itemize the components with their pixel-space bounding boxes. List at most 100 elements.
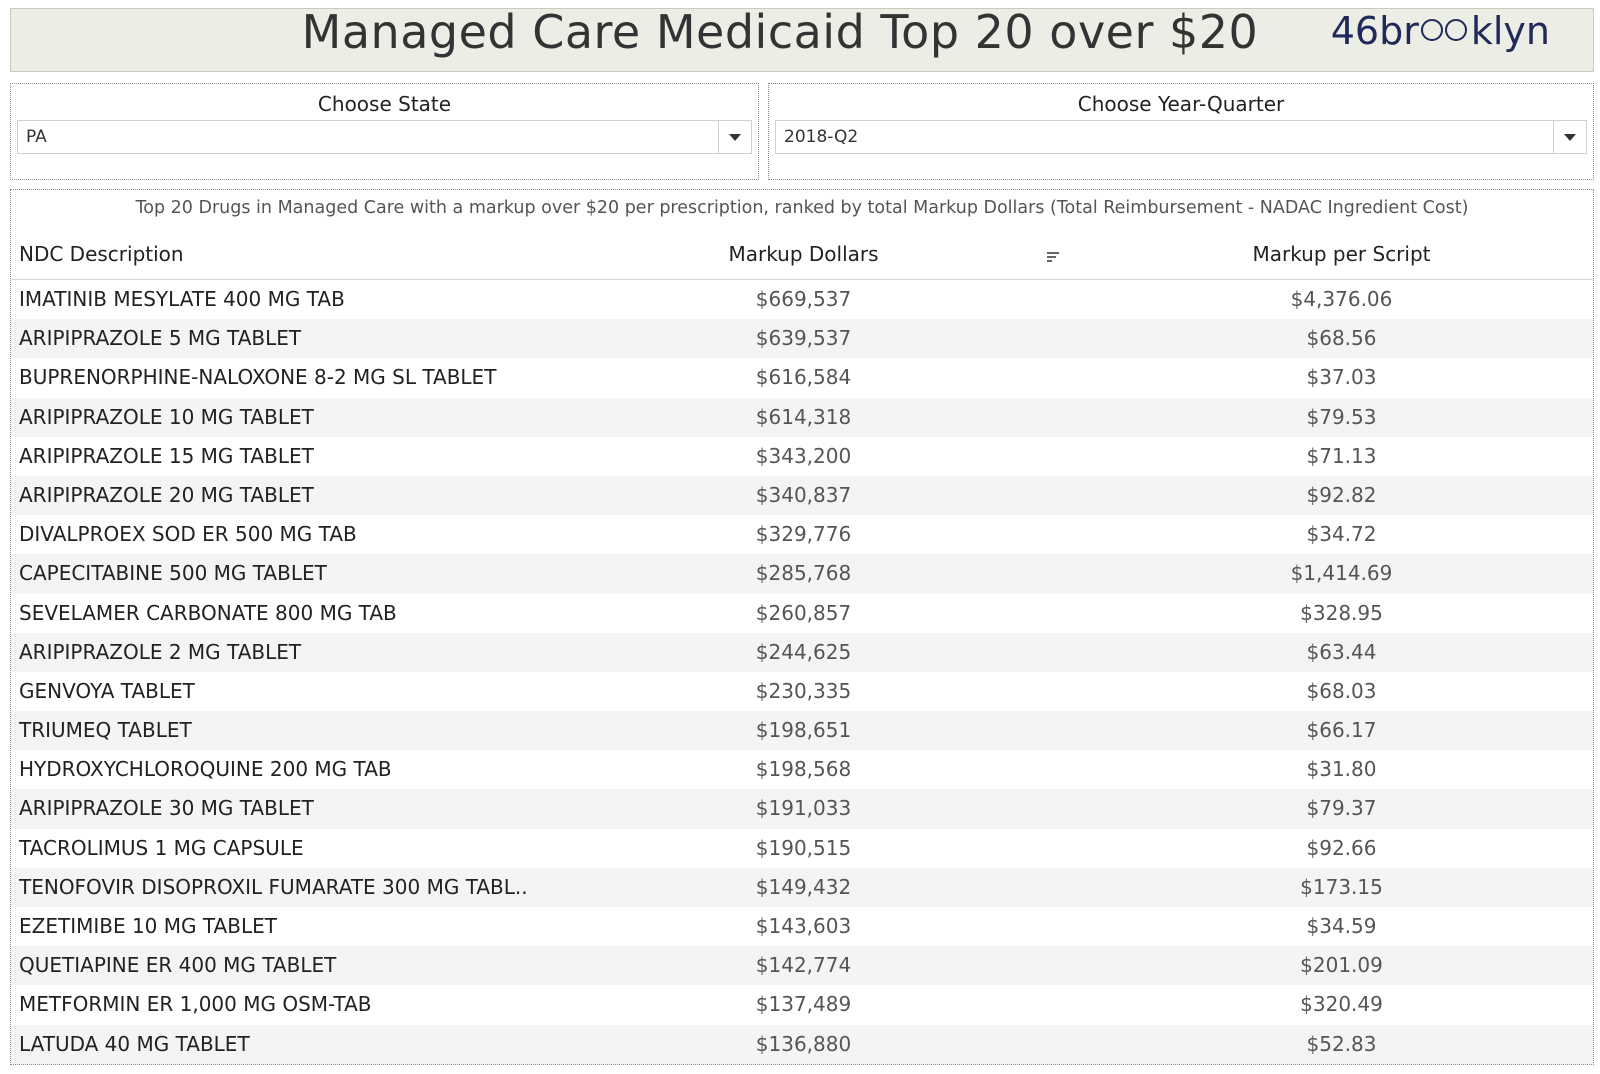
table-row[interactable]: SEVELAMER CARBONATE 800 MG TAB $260,857 $3… [11, 594, 1593, 633]
markup-dollars-cell: $285,768 [755, 561, 852, 586]
markup-per-script-cell: $52.83 [1306, 1031, 1377, 1056]
markup-dollars-cell: $343,200 [755, 443, 852, 468]
ndc-cell: GENVOYA TABLET [19, 678, 195, 703]
markup-per-script-cell: $92.66 [1306, 835, 1377, 860]
ndc-cell: ARIPIPRAZOLE 30 MG TABLET [19, 796, 314, 821]
table-subtitle: Top 20 Drugs in Managed Care with a mark… [135, 198, 1469, 218]
markup-per-script-cell: $320.49 [1300, 992, 1383, 1017]
markup-per-script-cell: $79.53 [1306, 404, 1377, 429]
markup-dollars-cell: $244,625 [755, 639, 852, 664]
markup-dollars-cell: $230,335 [755, 678, 852, 703]
markup-per-script-cell: $92.82 [1306, 482, 1377, 507]
logo-suffix: klyn [1470, 9, 1550, 53]
ndc-cell: ARIPIPRAZOLE 5 MG TABLET [19, 326, 302, 351]
table-row[interactable]: LATUDA 40 MG TABLET $136,880 $52.83 [11, 1024, 1593, 1064]
ndc-cell: IMATINIB MESYLATE 400 MG TAB [19, 287, 345, 311]
ndc-cell: SEVELAMER CARBONATE 800 MG TAB [19, 600, 397, 625]
table-row[interactable]: QUETIAPINE ER 400 MG TABLET $142,774 $201.… [11, 946, 1593, 986]
markup-dollars-cell: $149,432 [755, 874, 852, 899]
markup-dollars-cell: $198,568 [755, 757, 852, 782]
logo-rings-icon [1419, 17, 1471, 47]
markup-per-script-cell: $1,414.69 [1290, 561, 1393, 586]
markup-per-script-cell: $71.13 [1306, 443, 1377, 468]
markup-dollars-cell: $340,837 [755, 482, 852, 507]
ndc-cell: ARIPIPRAZOLE 20 MG TABLET [19, 482, 314, 507]
markup-dollars-cell: $669,537 [755, 287, 852, 311]
ndc-cell: METFORMIN ER 1,000 MG OSM-TAB [19, 992, 372, 1017]
markup-dollars-cell: $614,318 [755, 404, 852, 429]
table-row[interactable]: ARIPIPRAZOLE 10 MG TABLET $614,318 $79.53 [11, 397, 1593, 437]
ndc-cell: HYDROXYCHLOROQUINE 200 MG TAB [19, 757, 392, 782]
column-header-markup-per-script[interactable]: Markup per Script [1252, 242, 1431, 266]
table-row[interactable]: ARIPIPRAZOLE 2 MG TABLET $244,625 $63.44 [11, 632, 1593, 672]
ndc-cell: LATUDA 40 MG TABLET [19, 1031, 250, 1056]
table-row[interactable]: CAPECITABINE 500 MG TABLET $285,768 $1,414… [11, 554, 1593, 594]
markup-per-script-cell: $37.03 [1306, 365, 1377, 390]
markup-dollars-cell: $616,584 [755, 365, 852, 390]
state-filter: Choose State PA [10, 83, 759, 180]
chevron-down-icon[interactable] [1553, 121, 1586, 153]
markup-per-script-cell: $34.59 [1306, 914, 1377, 938]
brand-logo[interactable]: 46br klyn [1331, 6, 1550, 56]
table-row[interactable]: EZETIMIBE 10 MG TABLET $143,603 $34.59 [11, 907, 1593, 946]
table-row[interactable]: TENOFOVIR DISOPROXIL FUMARATE 300 MG TAB… [11, 867, 1593, 907]
header-divider [11, 279, 1593, 280]
column-header-markup-dollars[interactable]: Markup Dollars [728, 242, 879, 266]
year-quarter-dropdown[interactable]: 2018-Q2 [775, 120, 1587, 154]
markup-per-script-cell: $34.72 [1306, 522, 1377, 547]
markup-per-script-cell: $201.09 [1300, 953, 1383, 978]
table-row[interactable]: HYDROXYCHLOROQUINE 200 MG TAB $198,568 $31… [11, 750, 1593, 789]
ndc-cell: TRIUMEQ TABLET [19, 718, 192, 743]
year-quarter-filter-label: Choose Year-Quarter [1077, 92, 1285, 116]
markup-dollars-cell: $191,033 [755, 796, 852, 821]
markup-dollars-cell: $639,537 [755, 326, 852, 351]
markup-per-script-cell: $4,376.06 [1290, 287, 1393, 311]
markup-per-script-cell: $63.44 [1306, 639, 1377, 664]
markup-dollars-cell: $190,515 [755, 835, 852, 860]
ndc-cell: TENOFOVIR DISOPROXIL FUMARATE 300 MG TAB… [19, 874, 528, 899]
table-row[interactable]: DIVALPROEX SOD ER 500 MG TAB $329,776 $34.… [11, 515, 1593, 554]
column-header-ndc-description[interactable]: NDC Description [19, 242, 184, 266]
logo-prefix: 46br [1330, 9, 1419, 53]
year-quarter-filter: Choose Year-Quarter 2018-Q2 [768, 83, 1594, 180]
markup-per-script-cell: $66.17 [1306, 718, 1377, 743]
markup-dollars-cell: $260,857 [755, 600, 852, 625]
markup-dollars-cell: $136,880 [755, 1031, 852, 1056]
table-row[interactable]: TRIUMEQ TABLET $198,651 $66.17 [11, 711, 1593, 751]
table-row[interactable]: IMATINIB MESYLATE 400 MG TAB $669,537 $4,3… [11, 280, 1593, 319]
markup-dollars-cell: $329,776 [755, 522, 852, 547]
page-title: Managed Care Medicaid Top 20 over $20 [301, 5, 1259, 59]
table-row[interactable]: METFORMIN ER 1,000 MG OSM-TAB $137,489 $32… [11, 985, 1593, 1024]
ndc-cell: ARIPIPRAZOLE 15 MG TABLET [19, 443, 314, 468]
state-dropdown[interactable]: PA [17, 120, 752, 154]
ndc-cell: BUPRENORPHINE-NALOXONE 8-2 MG SL TABLET [19, 365, 497, 390]
state-dropdown-value: PA [26, 127, 47, 147]
table-body: IMATINIB MESYLATE 400 MG TAB $669,537 $4,3… [11, 280, 1593, 1064]
chevron-down-icon[interactable] [718, 121, 751, 153]
markup-dollars-cell: $198,651 [755, 718, 852, 743]
ndc-cell: CAPECITABINE 500 MG TABLET [19, 561, 327, 586]
markup-per-script-cell: $79.37 [1306, 796, 1377, 821]
ndc-cell: QUETIAPINE ER 400 MG TABLET [19, 953, 337, 978]
markup-per-script-cell: $68.03 [1306, 678, 1377, 703]
state-filter-label: Choose State [317, 92, 452, 116]
table-row[interactable]: ARIPIPRAZOLE 30 MG TABLET $191,033 $79.37 [11, 789, 1593, 829]
table-row[interactable]: ARIPIPRAZOLE 5 MG TABLET $639,537 $68.56 [11, 319, 1593, 359]
ndc-cell: DIVALPROEX SOD ER 500 MG TAB [19, 522, 357, 547]
markup-dollars-cell: $142,774 [755, 953, 852, 978]
table-row[interactable]: TACROLIMUS 1 MG CAPSULE $190,515 $92.66 [11, 829, 1593, 868]
markup-dollars-cell: $143,603 [755, 914, 852, 938]
table-row[interactable]: ARIPIPRAZOLE 15 MG TABLET $343,200 $71.13 [11, 437, 1593, 476]
markup-per-script-cell: $31.80 [1306, 757, 1377, 782]
markup-per-script-cell: $68.56 [1306, 326, 1377, 351]
markup-dollars-cell: $137,489 [755, 992, 852, 1017]
ndc-cell: EZETIMIBE 10 MG TABLET [19, 914, 277, 938]
table-row[interactable]: BUPRENORPHINE-NALOXONE 8-2 MG SL TABLET $… [11, 358, 1593, 397]
table-row[interactable]: ARIPIPRAZOLE 20 MG TABLET $340,837 $92.82 [11, 475, 1593, 516]
sort-icon[interactable] [1047, 250, 1061, 264]
table-row[interactable]: GENVOYA TABLET $230,335 $68.03 [11, 672, 1593, 711]
dashboard-header [10, 8, 1594, 72]
markup-per-script-cell: $328.95 [1300, 600, 1383, 625]
markup-per-script-cell: $173.15 [1300, 874, 1383, 899]
ndc-cell: TACROLIMUS 1 MG CAPSULE [19, 835, 304, 860]
